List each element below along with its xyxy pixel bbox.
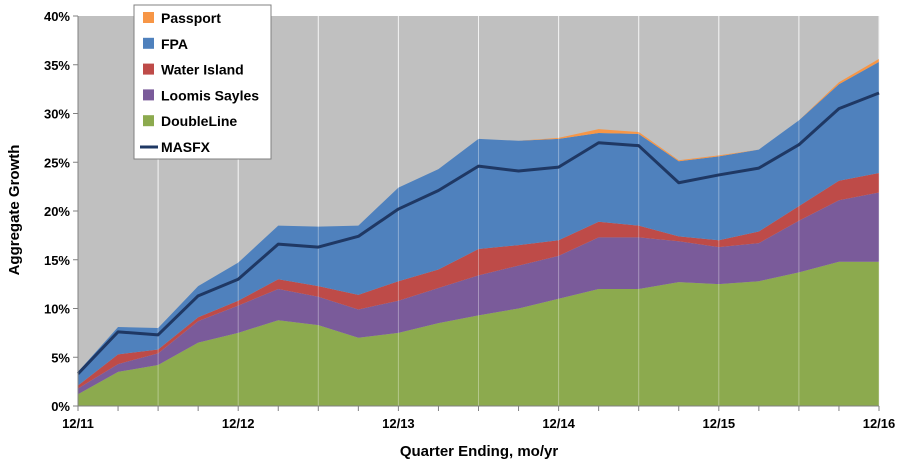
x-tick-label: 12/16	[863, 416, 896, 431]
stacked-areas	[78, 16, 880, 406]
legend-box	[133, 4, 272, 160]
legend-label-water-island: Water Island	[161, 62, 244, 78]
y-tick-label: 0%	[51, 399, 70, 414]
legend-swatch-water-island	[143, 63, 154, 75]
masfx-line-layer	[76, 91, 880, 375]
y-tick-label: 40%	[44, 9, 70, 24]
x-tick-label: 12/14	[542, 416, 575, 431]
x-tick-label: 12/15	[703, 416, 736, 431]
legend-label-passport: Passport	[161, 10, 221, 26]
x-tick-label: 12/12	[222, 416, 255, 431]
legend: Passport FPA Water Island Loomis Sayles Doub…	[133, 4, 272, 160]
y-tick-label: 15%	[44, 253, 70, 268]
line-masfx	[76, 91, 880, 375]
y-tick-labels: 0% 5% 10% 15% 20% 25% 30% 35% 40%	[44, 9, 70, 414]
y-tick-label: 35%	[44, 58, 70, 73]
legend-swatch-passport	[143, 12, 154, 23]
y-tick-label: 10%	[44, 302, 70, 317]
y-axis-title: Aggregate Growth	[6, 145, 23, 276]
y-tick-label: 5%	[51, 350, 70, 365]
area-loomis-sayles	[78, 192, 879, 395]
area-doubleline	[78, 261, 879, 406]
x-tick-label: 12/11	[62, 416, 94, 431]
x-tick-labels: 12/11 12/12 12/13 12/14 12/15 12/16	[62, 416, 895, 431]
x-axis-title: Quarter Ending, mo/yr	[400, 443, 559, 460]
legend-swatch-fpa	[143, 37, 154, 49]
legend-label-fpa: FPA	[161, 36, 188, 52]
legend-swatch-doubleline	[143, 115, 154, 127]
area-fpa	[78, 61, 879, 386]
axes	[73, 15, 880, 411]
legend-label-doubleline: DoubleLine	[161, 113, 237, 129]
legend-label-loomis-sayles: Loomis Sayles	[161, 87, 259, 103]
x-tick-label: 12/13	[382, 416, 415, 431]
y-tick-label: 20%	[44, 204, 70, 219]
y-tick-label: 30%	[44, 107, 70, 122]
legend-label-masfx: MASFX	[161, 139, 211, 155]
y-tick-label: 25%	[44, 155, 70, 170]
legend-swatch-loomis-sayles	[143, 89, 154, 101]
